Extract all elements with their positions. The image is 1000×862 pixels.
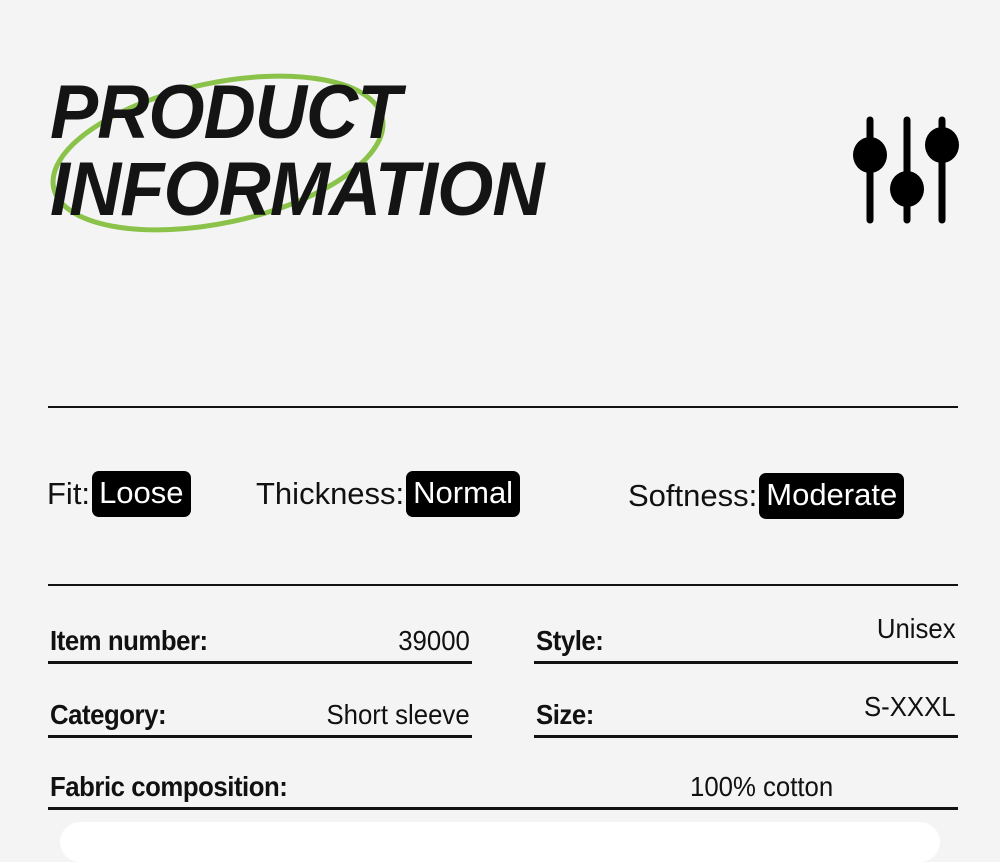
thickness-label: Thickness: <box>256 476 405 511</box>
fit-label: Fit: <box>47 476 91 511</box>
attribute-thickness: Thickness: Normal <box>256 468 521 520</box>
sliders-icon <box>853 116 959 224</box>
attribute-softness: Softness: Moderate <box>628 470 905 522</box>
divider <box>48 406 958 408</box>
style-value: Unisex <box>877 613 956 644</box>
fabric-value: 100% cotton <box>690 771 834 802</box>
category-label: Category: <box>50 699 167 730</box>
style-label: Style: <box>536 625 604 656</box>
detail-size: Size: S-XXXL <box>534 691 958 738</box>
size-value: S-XXXL <box>864 691 956 722</box>
detail-item-number: Item number: 39000 <box>48 620 472 664</box>
detail-category: Category: Short sleeve <box>48 694 472 738</box>
softness-badge: Moderate <box>759 473 905 519</box>
fabric-label: Fabric composition: <box>50 771 288 802</box>
detail-fabric: Fabric composition: 100% cotton <box>48 766 958 810</box>
thickness-badge: Normal <box>406 471 521 517</box>
title-line-2: INFORMATION <box>50 147 544 232</box>
attribute-fit: Fit: Loose <box>47 468 191 520</box>
divider <box>48 584 958 586</box>
green-ellipse-decoration <box>50 73 386 233</box>
detail-style: Style: Unisex <box>534 613 958 664</box>
fit-badge: Loose <box>92 471 191 517</box>
item-number-label: Item number: <box>50 625 208 656</box>
title-line-1: PRODUCT <box>50 70 401 155</box>
content-card <box>60 822 940 862</box>
size-label: Size: <box>536 699 594 730</box>
category-value: Short sleeve <box>326 699 470 730</box>
item-number-value: 39000 <box>398 625 470 656</box>
softness-label: Softness: <box>628 478 758 513</box>
